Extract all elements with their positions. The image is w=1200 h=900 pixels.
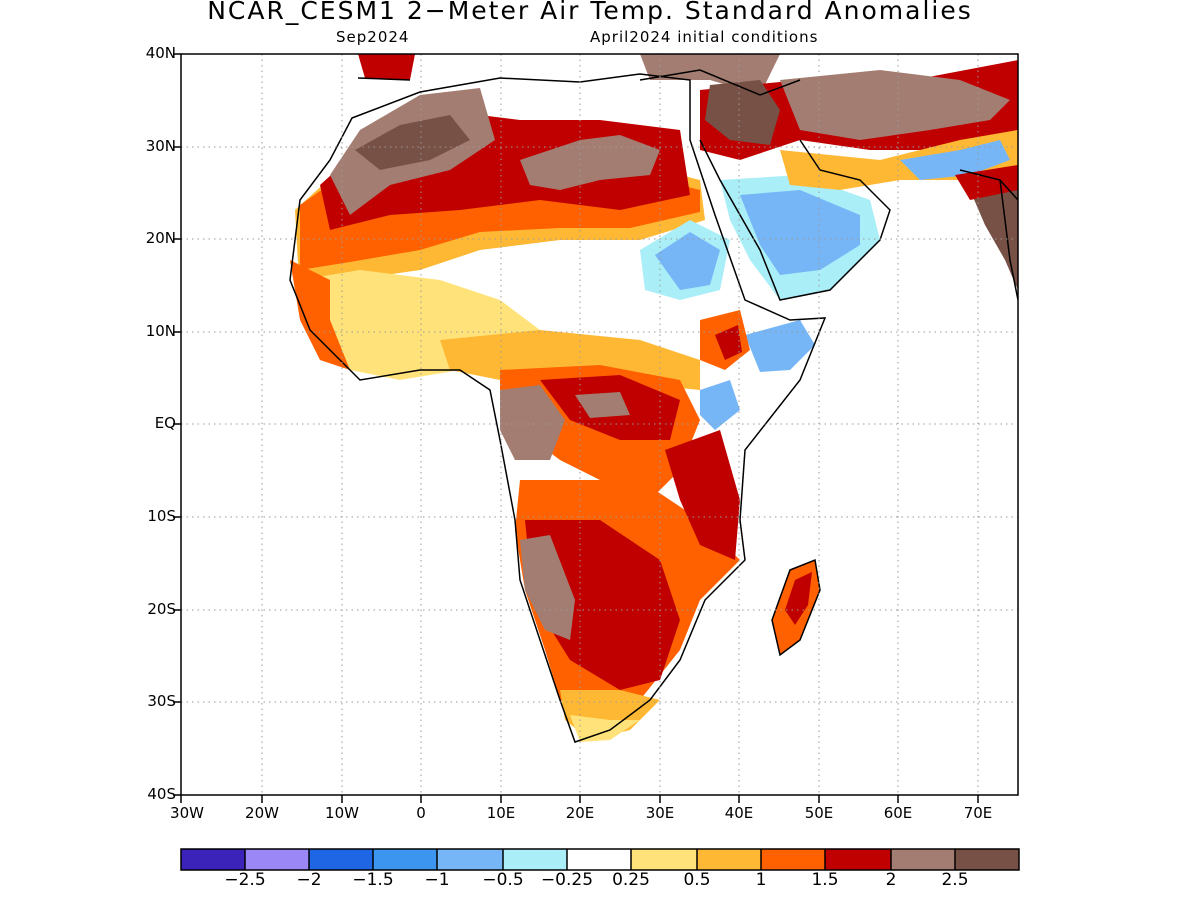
namibia-brown <box>520 535 575 640</box>
lat-tick-label: 10S <box>147 507 176 525</box>
colorbar-swatch <box>631 849 697 870</box>
lon-tick-label: 30E <box>645 804 675 822</box>
ethiopia-very-hot <box>715 325 742 360</box>
colorbar-label: 0.25 <box>612 870 650 890</box>
colorbar-label: 2 <box>885 870 897 890</box>
lat-tick-label: 20N <box>145 229 176 247</box>
sahara-brown-east <box>520 135 660 190</box>
chart-title: NCAR_CESM1 2−Meter Air Temp. Standard An… <box>207 0 973 25</box>
lat-tick-label: 40N <box>145 44 176 62</box>
lat-tick-label: 30N <box>145 137 176 155</box>
lon-tick-label: 10E <box>486 804 516 822</box>
lat-tick-label: 10N <box>145 322 176 340</box>
colorbar-swatch <box>955 849 1019 870</box>
lon-tick-label: 70E <box>963 804 993 822</box>
anomaly-field <box>290 54 1018 742</box>
lon-tick-label: 40E <box>724 804 754 822</box>
colorbar-label: −0.25 <box>540 870 594 890</box>
india-coastline <box>959 169 1018 301</box>
axis-ticks <box>173 53 979 803</box>
lon-tick-label: 10W <box>325 804 359 822</box>
africa-coastline <box>289 73 827 743</box>
east-africa-cool <box>700 380 740 430</box>
horn-cool <box>745 320 815 372</box>
cape-mild <box>570 715 640 742</box>
east-coast-hot <box>665 430 740 560</box>
initial-conditions-label: April2024 initial conditions <box>590 28 819 46</box>
lon-tick-label: 0 <box>416 804 426 822</box>
southern-africa-very-hot <box>525 520 680 690</box>
turkey-brown <box>705 80 780 145</box>
arabia-cool-core <box>740 190 860 275</box>
colorbar-swatch <box>503 849 567 870</box>
lat-tick-label: 40S <box>147 785 176 803</box>
arabia-coastline <box>699 139 891 301</box>
colorbar-swatch <box>891 849 955 870</box>
colorbar-label: 2.5 <box>941 870 969 890</box>
colorbar <box>180 848 1020 871</box>
lat-tick-label: 30S <box>147 692 176 710</box>
colorbar-label: −2 <box>296 870 322 890</box>
congo-brown-north <box>575 392 630 418</box>
pakistan-cool <box>900 140 1010 180</box>
india-brown <box>970 185 1018 290</box>
valid-month-label: Sep2024 <box>336 28 410 46</box>
madagascar-coastline <box>771 558 821 657</box>
india-hot <box>955 165 1018 200</box>
sahel-cool-core <box>655 232 720 290</box>
colorbar-swatch <box>567 849 631 870</box>
colorbar-swatch <box>245 849 309 870</box>
lon-tick-label: 20E <box>565 804 595 822</box>
colorbar-swatch <box>309 849 373 870</box>
iran-brown <box>780 70 1010 140</box>
lon-tick-label: 30W <box>170 804 204 822</box>
colorbar-label: −1 <box>424 870 450 890</box>
iberia-hot <box>358 54 415 80</box>
lon-tick-label: 60E <box>883 804 913 822</box>
colorbar-swatch <box>761 849 825 870</box>
madagascar-hot <box>785 572 812 625</box>
colorbar-swatch <box>437 849 503 870</box>
colorbar-swatch <box>697 849 761 870</box>
colorbar-label: 0.5 <box>683 870 711 890</box>
colorbar-label: −1.5 <box>352 870 394 890</box>
lon-tick-label: 20W <box>245 804 279 822</box>
colorbar-swatch <box>825 849 891 870</box>
map-grid <box>181 54 1018 795</box>
congo-brown <box>500 385 565 460</box>
west-coast-hot <box>290 260 350 370</box>
colorbar-swatch <box>181 849 245 870</box>
colorbar-swatch <box>373 849 437 870</box>
colorbar-label: −0.5 <box>482 870 524 890</box>
coastline-overlay <box>289 69 1018 743</box>
mediterranean-coastline <box>357 69 801 96</box>
colorbar-label: 1.5 <box>811 870 839 890</box>
colorbar-label: 1 <box>755 870 767 890</box>
lon-tick-label: 50E <box>804 804 834 822</box>
sahara-extreme-b <box>355 115 470 170</box>
lat-tick-label: 20S <box>147 600 176 618</box>
lat-tick-label: EQ <box>154 414 176 432</box>
colorbar-label: −2.5 <box>224 870 266 890</box>
